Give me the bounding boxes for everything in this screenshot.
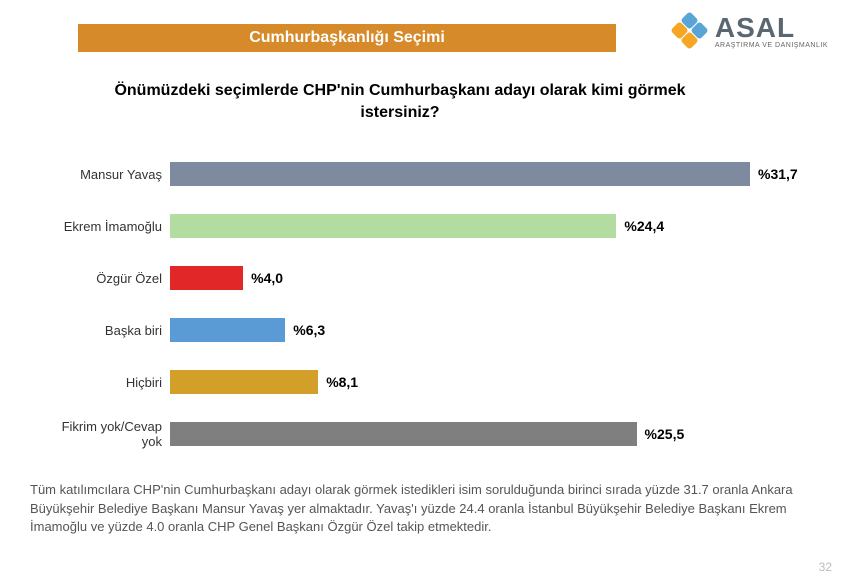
footnote-text: Tüm katılımcılara CHP'nin Cumhurbaşkanı … (30, 481, 820, 536)
bar-value: %25,5 (645, 426, 685, 442)
bar-area: %8,1 (170, 370, 820, 394)
row-label: Mansur Yavaş (40, 167, 170, 182)
row-label: Ekrem İmamoğlu (40, 219, 170, 234)
bar-chart: Mansur Yavaş %31,7 Ekrem İmamoğlu %24,4 Özgü… (40, 148, 820, 460)
bar-value: %6,3 (293, 322, 325, 338)
logo-sub: ARAŞTIRMA VE DANIŞMANLIK (715, 42, 828, 49)
chart-row: Fikrim yok/Cevap yok %25,5 (40, 408, 820, 460)
chart-row: Hiçbiri %8,1 (40, 356, 820, 408)
chart-row: Ekrem İmamoğlu %24,4 (40, 200, 820, 252)
row-label: Özgür Özel (40, 271, 170, 286)
bar (170, 318, 285, 342)
bar-area: %24,4 (170, 214, 820, 238)
bar-value: %24,4 (624, 218, 664, 234)
brand-logo: ASAL ARAŞTIRMA VE DANIŞMANLIK (671, 12, 828, 50)
header-title: Cumhurbaşkanlığı Seçimi (249, 29, 445, 47)
logo-main: ASAL (715, 14, 828, 42)
bar-area: %6,3 (170, 318, 820, 342)
bar-area: %4,0 (170, 266, 820, 290)
page-number: 32 (819, 560, 832, 574)
row-label: Başka biri (40, 323, 170, 338)
bar (170, 370, 318, 394)
bar (170, 422, 637, 446)
header-bar: Cumhurbaşkanlığı Seçimi (78, 24, 616, 52)
bar (170, 162, 750, 186)
bar-value: %31,7 (758, 166, 798, 182)
survey-question: Önümüzdeki seçimlerde CHP'nin Cumhurbaşk… (80, 80, 720, 125)
bar (170, 266, 243, 290)
logo-text: ASAL ARAŞTIRMA VE DANIŞMANLIK (715, 14, 828, 49)
chart-row: Başka biri %6,3 (40, 304, 820, 356)
logo-mark-icon (671, 12, 709, 50)
bar-area: %25,5 (170, 422, 820, 446)
row-label: Fikrim yok/Cevap yok (40, 419, 170, 449)
chart-row: Özgür Özel %4,0 (40, 252, 820, 304)
chart-row: Mansur Yavaş %31,7 (40, 148, 820, 200)
row-label: Hiçbiri (40, 375, 170, 390)
bar (170, 214, 616, 238)
bar-value: %4,0 (251, 270, 283, 286)
bar-area: %31,7 (170, 162, 820, 186)
bar-value: %8,1 (326, 374, 358, 390)
